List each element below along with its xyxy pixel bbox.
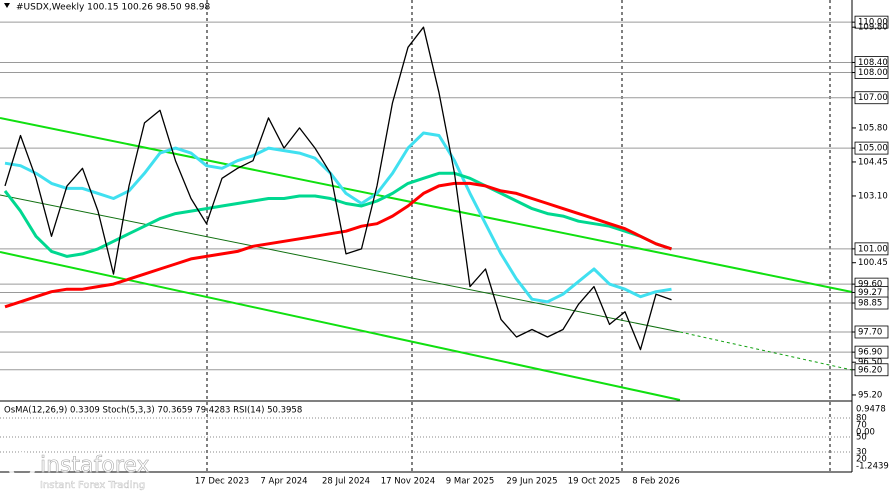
y-tick-label: 95.20 bbox=[858, 390, 882, 400]
brand: instaforex bbox=[40, 453, 150, 478]
y-tick-label: 107.00 bbox=[858, 93, 888, 103]
y-tick-box bbox=[854, 296, 889, 310]
y-tick-label: 97.70 bbox=[858, 327, 882, 337]
y-tick-box bbox=[854, 325, 889, 339]
watermark: instaforex Instant Forex Trading bbox=[8, 452, 150, 491]
y-tick-label: 96.90 bbox=[858, 348, 882, 358]
moving-average bbox=[4, 181, 672, 309]
y-tick-box bbox=[854, 345, 889, 359]
y-tick-label: 109.80 bbox=[858, 23, 888, 33]
levels bbox=[0, 21, 852, 371]
y-tick-label: 100.45 bbox=[858, 258, 888, 268]
y-tick-box bbox=[854, 15, 889, 29]
indicator-axis-label: 80 bbox=[856, 414, 867, 424]
y-tick-label: 99.27 bbox=[858, 288, 882, 298]
chart-title: #USDX,Weekly 100.15 100.26 98.50 98.98 bbox=[16, 3, 211, 13]
y-tick-box bbox=[854, 363, 889, 377]
tagline: Instant Forex Trading bbox=[40, 480, 145, 491]
time-grid bbox=[206, 0, 831, 472]
logo bbox=[8, 452, 36, 480]
y-tick-label: 108.40 bbox=[858, 58, 888, 68]
x-tick-label: 19 Oct 2025 bbox=[568, 477, 621, 487]
trendline bbox=[0, 251, 681, 401]
indicator-axis-label: -1.2439 bbox=[856, 462, 889, 472]
y-tick-label: 96.20 bbox=[858, 365, 882, 375]
indicator-axis-label: 30 bbox=[856, 448, 867, 458]
y-tick-label: 101.00 bbox=[858, 244, 888, 254]
indicator-title: OsMA(12,26,9) 0.3309 Stoch(5,3,3) 70.365… bbox=[4, 406, 302, 416]
indicator-axis-label: 0.9478 bbox=[856, 405, 886, 415]
indicator-axis-label: 50 bbox=[856, 433, 867, 443]
moving-average bbox=[4, 131, 672, 304]
menu-arrow[interactable] bbox=[4, 3, 10, 8]
trendline bbox=[679, 331, 853, 371]
x-tick-label: 7 Apr 2024 bbox=[260, 477, 307, 487]
y-tick-box bbox=[854, 91, 889, 105]
y-tick-label: 105.00 bbox=[858, 144, 888, 154]
trendline bbox=[0, 194, 681, 333]
indicator-axis-label: 70 bbox=[856, 421, 867, 431]
y-tick-label: 103.10 bbox=[858, 191, 888, 201]
y-tick-box bbox=[854, 242, 889, 256]
y-tick-label: 104.45 bbox=[858, 157, 888, 167]
y-tick-label: 105.80 bbox=[858, 123, 888, 133]
indicator-levels bbox=[0, 417, 852, 453]
moving-average bbox=[3, 171, 672, 258]
indicator-axis-label: 20 bbox=[856, 455, 867, 465]
indicator-axis-label: 0.00 bbox=[856, 428, 875, 438]
y-tick-label: 110.00 bbox=[858, 18, 888, 28]
x-tick-label: 28 Jul 2024 bbox=[322, 477, 370, 487]
y-tick-box bbox=[854, 66, 889, 79]
x-tick-label: 29 Jun 2025 bbox=[506, 477, 557, 487]
y-tick-box bbox=[854, 141, 889, 155]
x-tick-label: 17 Dec 2023 bbox=[195, 477, 249, 487]
y-tick-label: 99.60 bbox=[858, 280, 882, 290]
y-tick-label: 98.85 bbox=[858, 299, 882, 309]
y-tick-label: 96.50 bbox=[858, 358, 882, 368]
x-tick-label: 8 Feb 2026 bbox=[632, 477, 680, 487]
x-tick-label: 17 Nov 2024 bbox=[381, 477, 435, 487]
x-tick-label: 9 Mar 2025 bbox=[446, 477, 494, 487]
price-line bbox=[4, 26, 672, 351]
y-tick-label: 108.00 bbox=[858, 68, 888, 78]
plot bbox=[3, 26, 672, 351]
trendline bbox=[0, 117, 853, 293]
trendlines bbox=[0, 117, 853, 401]
